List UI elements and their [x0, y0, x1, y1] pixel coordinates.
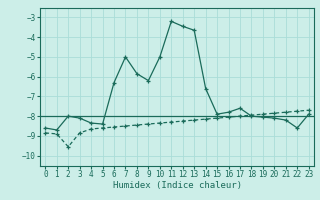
X-axis label: Humidex (Indice chaleur): Humidex (Indice chaleur) — [113, 181, 242, 190]
